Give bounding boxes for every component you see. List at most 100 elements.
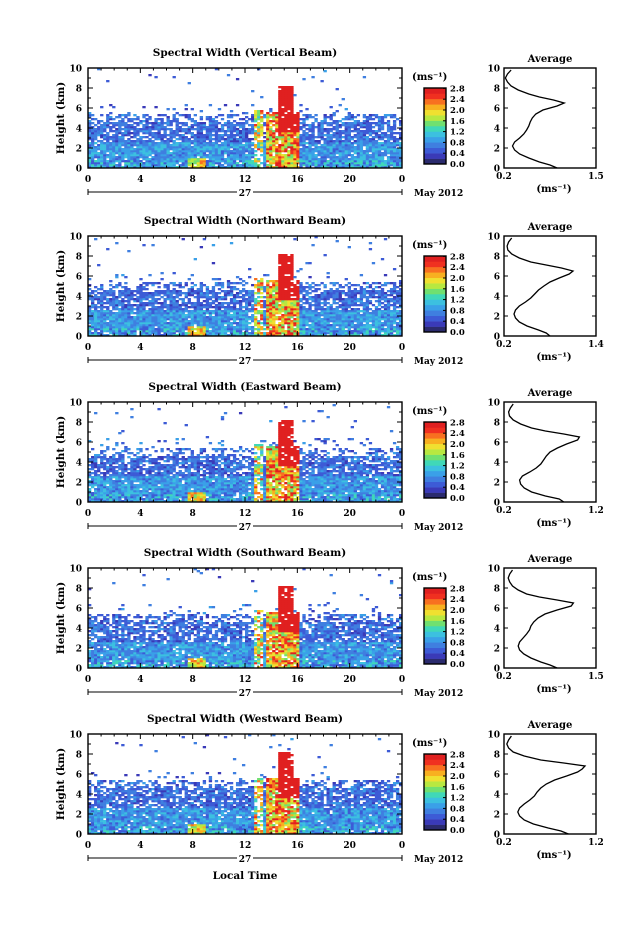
colorbar-tick-label: 2.4 — [450, 761, 465, 771]
x-tick-label: 0 — [399, 509, 405, 519]
average-profile-line — [507, 403, 581, 503]
colorbar-swatch — [424, 775, 446, 782]
colorbar-swatch — [424, 797, 446, 804]
colorbar-tick-label: 2.4 — [450, 595, 465, 605]
colorbar-swatch — [424, 593, 446, 600]
x-tick-label: 12 — [239, 675, 252, 685]
colorbar-swatch — [424, 443, 446, 450]
avg-y-tick-label: 2 — [494, 313, 500, 323]
colorbar-swatch — [424, 492, 446, 499]
avg-y-tick-label: 2 — [494, 811, 500, 821]
colorbar-swatch — [424, 136, 446, 143]
x-tick-label: 12 — [239, 509, 252, 519]
colorbar-tick-label: 2.0 — [450, 440, 465, 450]
colorbar-swatch — [424, 321, 446, 327]
colorbar-tick-label: 0.0 — [450, 494, 465, 504]
average-profile-line — [506, 237, 575, 337]
colorbar-swatch — [424, 460, 446, 466]
colorbar-swatch — [424, 481, 446, 488]
y-tick-label: 4 — [76, 459, 82, 469]
y-axis-label: Height (km) — [55, 82, 67, 154]
x-tick-label: 4 — [137, 841, 143, 851]
colorbar-swatch — [424, 256, 446, 262]
y-tick-label: 2 — [76, 479, 82, 489]
average-panel: Average 0 2 4 6 8 10 0.2 1.4 (ms⁻¹) — [487, 222, 603, 363]
colorbar-swatch — [424, 754, 446, 760]
colorbar: 0.00.40.81.21.62.02.42.8(ms⁻¹) — [412, 406, 465, 504]
colorbar-swatch — [424, 802, 446, 809]
colorbar-swatch — [424, 93, 446, 100]
x-tick-label: 8 — [190, 509, 196, 519]
panel-3: Spectral Width (Eastward Beam)0246810Hei… — [55, 381, 604, 533]
colorbar-tick-label: 2.8 — [450, 750, 465, 760]
average-title: Average — [527, 554, 573, 565]
colorbar-swatch — [424, 427, 446, 434]
colorbar-swatch — [424, 636, 446, 643]
y-tick-label: 2 — [76, 811, 82, 821]
colorbar-swatch — [424, 158, 446, 165]
x-tick-label: 0 — [85, 841, 91, 851]
y-tick-label: 6 — [76, 105, 82, 115]
colorbar-swatch — [424, 294, 446, 300]
x-tick-label: 16 — [291, 841, 304, 851]
colorbar-unit: (ms⁻¹) — [412, 572, 447, 583]
y-axis-label: Height (km) — [55, 250, 67, 322]
colorbar-tick-label: 0.8 — [450, 138, 465, 148]
colorbar-tick-label: 2.4 — [450, 95, 465, 105]
x-tick-label: 8 — [190, 343, 196, 353]
avg-x-tick-label: 1.4 — [588, 340, 604, 350]
colorbar: 0.00.40.81.21.62.02.42.8(ms⁻¹) — [412, 240, 465, 338]
colorbar-swatch — [424, 310, 446, 317]
date-label: May 2012 — [414, 189, 463, 199]
colorbar-swatch — [424, 626, 446, 632]
avg-y-tick-label: 2 — [494, 645, 500, 655]
heatmap-cells — [88, 68, 403, 169]
colorbar-tick-label: 0.0 — [450, 660, 465, 670]
colorbar-swatch — [424, 147, 446, 154]
colorbar-swatch — [424, 786, 446, 793]
avg-y-tick-label: 6 — [494, 439, 500, 449]
y-tick-label: 8 — [76, 85, 82, 95]
x-tick-label: 20 — [343, 509, 356, 519]
y-tick-label: 0 — [76, 665, 82, 675]
average-panel: Average 0 2 4 6 8 10 0.2 1.5 (ms⁻¹) — [487, 554, 603, 695]
colorbar-tick-label: 2.8 — [450, 84, 465, 94]
x-tick-label: 12 — [239, 175, 252, 185]
colorbar-swatch — [424, 109, 446, 116]
colorbar-tick-label: 0.4 — [450, 815, 465, 825]
avg-y-tick-label: 0 — [494, 165, 500, 175]
panel-title: Spectral Width (Vertical Beam) — [153, 47, 337, 59]
colorbar-tick-label: 0.8 — [450, 638, 465, 648]
date-label: May 2012 — [414, 689, 463, 699]
x-tick-label: 20 — [343, 175, 356, 185]
avg-y-tick-label: 6 — [494, 605, 500, 615]
avg-y-tick-label: 8 — [494, 85, 500, 95]
y-tick-label: 0 — [76, 499, 82, 509]
average-panel: Average 0 2 4 6 8 10 0.2 1.2 (ms⁻¹) — [487, 388, 603, 529]
x-tick-label: 8 — [190, 675, 196, 685]
colorbar-tick-label: 2.4 — [450, 429, 465, 439]
y-axis-label: Height (km) — [55, 416, 67, 488]
avg-y-tick-label: 2 — [494, 479, 500, 489]
y-tick-label: 2 — [76, 313, 82, 323]
colorbar-tick-label: 1.2 — [450, 462, 465, 472]
avg-x-tick-label: 0.2 — [496, 172, 512, 182]
average-profile-line — [507, 569, 575, 669]
avg-y-tick-label: 8 — [494, 751, 500, 761]
x-tick-label: 8 — [190, 175, 196, 185]
colorbar-tick-label: 2.4 — [450, 263, 465, 273]
colorbar-tick-label: 1.2 — [450, 296, 465, 306]
x-tick-label: 4 — [137, 343, 143, 353]
x-tick-label: 0 — [85, 509, 91, 519]
y-tick-label: 2 — [76, 145, 82, 155]
colorbar-swatch — [424, 142, 446, 149]
avg-y-tick-label: 4 — [494, 791, 500, 801]
colorbar-swatch — [424, 131, 446, 138]
colorbar-tick-label: 1.2 — [450, 628, 465, 638]
day-label: 27 — [239, 189, 252, 199]
avg-x-tick-label: 0.2 — [496, 340, 512, 350]
panel-1: Spectral Width (Vertical Beam)0246810Hei… — [55, 47, 604, 199]
panel-title: Spectral Width (Southward Beam) — [144, 547, 346, 559]
average-title: Average — [527, 388, 573, 399]
